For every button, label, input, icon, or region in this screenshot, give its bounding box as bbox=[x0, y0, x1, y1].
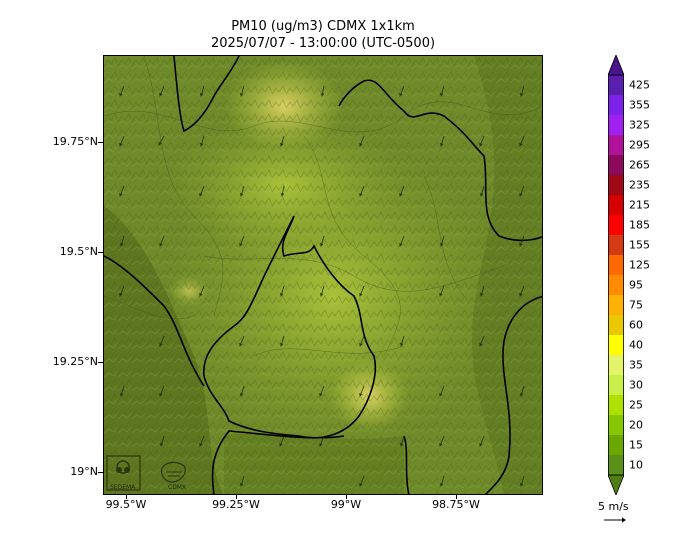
colorbar-tick-label: 425 bbox=[629, 78, 650, 92]
colorbar-tick-label: 265 bbox=[629, 158, 650, 172]
colorbar-outline bbox=[608, 74, 624, 476]
colorbar-tick-label: 155 bbox=[629, 238, 650, 252]
colorbar-segment bbox=[608, 435, 624, 456]
colorbar-segment bbox=[608, 95, 624, 116]
x-tick-mark bbox=[126, 495, 127, 499]
colorbar-tick-label: 20 bbox=[629, 418, 643, 432]
colorbar-segment bbox=[608, 215, 624, 236]
colorbar-tick-label: 215 bbox=[629, 198, 650, 212]
colorbar-segment bbox=[608, 335, 624, 356]
colorbar-tick-label: 10 bbox=[629, 458, 643, 472]
x-tick-mark bbox=[236, 495, 237, 499]
y-tick-mark bbox=[98, 252, 103, 253]
colorbar-segment bbox=[608, 155, 624, 176]
colorbar-extend-min bbox=[608, 474, 624, 495]
y-tick-label: 19.25°N bbox=[52, 355, 98, 368]
colorbar-tick-label: 325 bbox=[629, 118, 650, 132]
cdmx-logo bbox=[161, 461, 186, 483]
colorbar-segment bbox=[608, 175, 624, 196]
x-tick-label: 98.75°W bbox=[432, 498, 480, 511]
y-tick-mark bbox=[98, 142, 103, 143]
colorbar-segment bbox=[608, 255, 624, 276]
colorbar-segment bbox=[608, 415, 624, 436]
y-tick-mark bbox=[98, 362, 103, 363]
wind-scale-label: 5 m/s bbox=[598, 500, 629, 513]
colorbar-extend-max bbox=[608, 55, 624, 76]
colorbar-tick-label: 25 bbox=[629, 398, 643, 412]
map-title: PM10 (ug/m3) CDMX 1x1km 2025/07/07 - 13:… bbox=[103, 18, 543, 52]
cdmx-logo-text: CDMX bbox=[168, 484, 187, 491]
y-tick-label: 19.75°N bbox=[52, 135, 98, 148]
x-tick-mark bbox=[346, 495, 347, 499]
colorbar bbox=[608, 55, 624, 495]
sedema-logo-text: SEDEMA bbox=[110, 484, 136, 491]
colorbar-segment bbox=[608, 295, 624, 316]
map-canvas bbox=[104, 56, 542, 494]
colorbar-segment bbox=[608, 355, 624, 376]
colorbar-segment bbox=[608, 195, 624, 216]
x-tick-mark bbox=[456, 495, 457, 499]
y-tick-label: 19.5°N bbox=[59, 245, 98, 258]
x-tick-label: 99.5°W bbox=[105, 498, 147, 511]
x-tick-label: 99.25°W bbox=[212, 498, 260, 511]
colorbar-segment bbox=[608, 275, 624, 296]
colorbar-tick-label: 355 bbox=[629, 98, 650, 112]
colorbar-tick-label: 75 bbox=[629, 298, 643, 312]
colorbar-tick-label: 295 bbox=[629, 138, 650, 152]
colorbar-segment bbox=[608, 235, 624, 256]
colorbar-tick-label: 60 bbox=[629, 318, 643, 332]
colorbar-tick-label: 30 bbox=[629, 378, 643, 392]
title-line-1: PM10 (ug/m3) CDMX 1x1km bbox=[231, 19, 415, 34]
colorbar-segment bbox=[608, 315, 624, 336]
y-tick-label: 19°N bbox=[70, 465, 98, 478]
colorbar-tick-label: 40 bbox=[629, 338, 643, 352]
colorbar-segment bbox=[608, 135, 624, 156]
colorbar-tick-label: 15 bbox=[629, 438, 643, 452]
colorbar-tick-label: 185 bbox=[629, 218, 650, 232]
colorbar-segment bbox=[608, 75, 624, 96]
colorbar-segment bbox=[608, 395, 624, 416]
colorbar-tick-label: 125 bbox=[629, 258, 650, 272]
wind-scale-arrow bbox=[604, 517, 626, 523]
colorbar-tick-label: 35 bbox=[629, 358, 643, 372]
y-tick-mark bbox=[98, 472, 103, 473]
pm10-map[interactable] bbox=[103, 55, 543, 495]
colorbar-segment bbox=[608, 455, 624, 476]
sedema-logo bbox=[106, 455, 141, 491]
colorbar-tick-label: 235 bbox=[629, 178, 650, 192]
colorbar-segment bbox=[608, 115, 624, 136]
colorbar-tick-label: 95 bbox=[629, 278, 643, 292]
title-line-2: 2025/07/07 - 13:00:00 (UTC-0500) bbox=[210, 36, 436, 51]
x-tick-label: 99°W bbox=[330, 498, 362, 511]
colorbar-segment bbox=[608, 375, 624, 396]
